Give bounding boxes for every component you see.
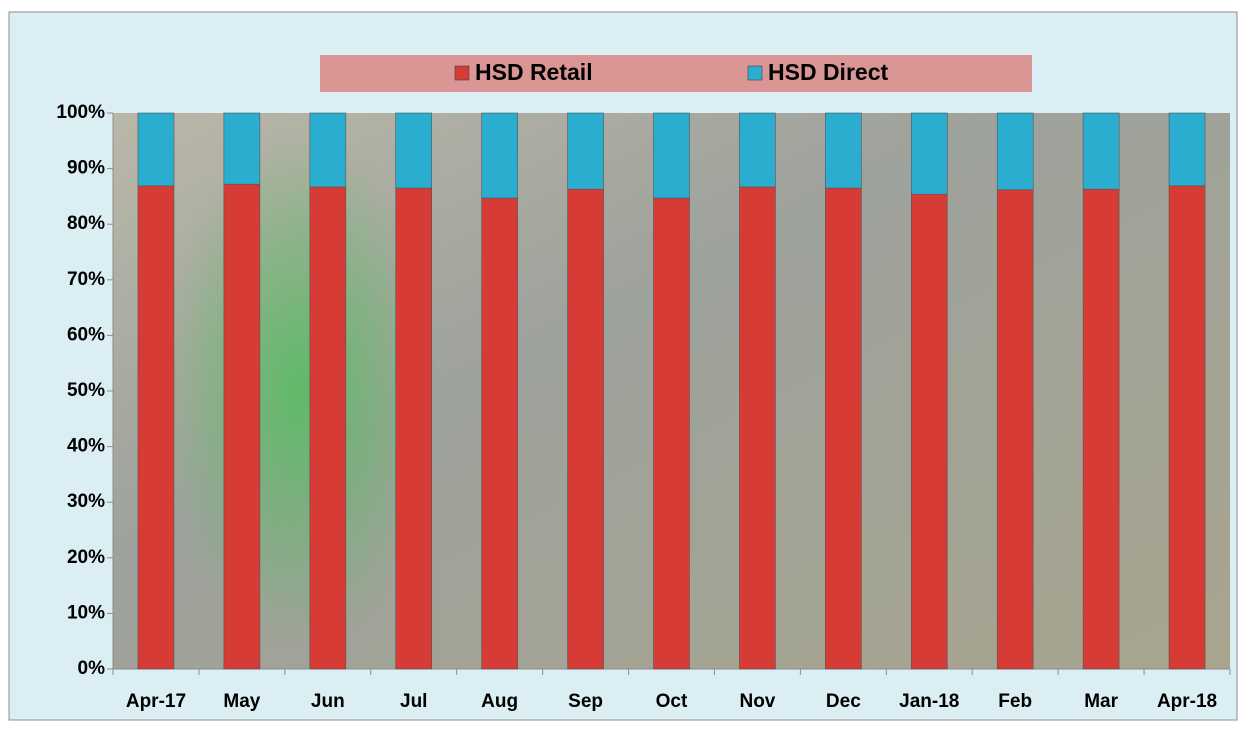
x-tick-label: Feb xyxy=(998,691,1032,712)
y-tick-label: 0% xyxy=(78,658,106,679)
bar-segment xyxy=(309,186,347,670)
bar-segment xyxy=(481,112,518,199)
legend: HSD Retail HSD Direct xyxy=(454,59,888,85)
bar-segment xyxy=(1168,185,1206,670)
bar-segment xyxy=(137,185,175,670)
x-tick-label: Sep xyxy=(568,691,603,712)
x-tick-label: May xyxy=(223,691,260,712)
y-tick-label: 50% xyxy=(67,380,105,401)
bar-segment xyxy=(910,112,948,195)
bar-segment xyxy=(653,112,690,199)
bar-segment xyxy=(739,186,776,670)
bar-segment xyxy=(996,112,1034,191)
bar-segment xyxy=(395,187,433,670)
y-tick-label: 10% xyxy=(67,602,105,623)
x-tick-label: Aug xyxy=(481,691,518,712)
bar-segment xyxy=(825,187,862,670)
bar-segment xyxy=(481,197,518,670)
legend-label: HSD Direct xyxy=(768,59,888,85)
y-tick-label: 30% xyxy=(67,491,105,512)
x-tick-label: Nov xyxy=(739,691,775,712)
y-tick-label: 70% xyxy=(67,269,105,290)
x-tick-label: Jan-18 xyxy=(899,691,959,712)
y-tick-label: 40% xyxy=(67,436,105,457)
x-tick-label: Mar xyxy=(1084,691,1118,712)
bar-segment xyxy=(223,183,261,670)
y-tick-label: 100% xyxy=(56,102,105,123)
bar-segment xyxy=(309,112,347,188)
y-tick-label: 90% xyxy=(67,158,105,179)
x-tick-label: Jul xyxy=(400,691,427,712)
y-tick-label: 60% xyxy=(67,324,105,345)
legend-swatch xyxy=(747,65,763,81)
bar-segment xyxy=(739,112,776,188)
x-tick-label: Oct xyxy=(656,691,688,712)
bar-segment xyxy=(223,112,261,185)
y-tick-label: 20% xyxy=(67,547,105,568)
bar-segment xyxy=(825,112,862,189)
legend-box xyxy=(320,55,1032,92)
bar-segment xyxy=(1168,112,1206,187)
bar-segment xyxy=(996,189,1034,670)
bar-segment xyxy=(395,112,433,189)
bar-segment xyxy=(137,112,175,187)
x-tick-label: Apr-18 xyxy=(1157,691,1217,712)
x-tick-label: Apr-17 xyxy=(126,691,186,712)
bar-segment xyxy=(910,193,948,670)
bar-segment xyxy=(1082,112,1120,190)
legend-swatch xyxy=(454,65,470,81)
x-tick-label: Dec xyxy=(826,691,861,712)
bar-segment xyxy=(653,197,690,670)
y-tick-label: 80% xyxy=(67,213,105,234)
legend-label: HSD Retail xyxy=(475,59,593,85)
bar-segment xyxy=(567,112,604,190)
bar-segment xyxy=(1082,188,1120,670)
bar-segment xyxy=(567,188,604,670)
x-tick-label: Jun xyxy=(311,691,345,712)
